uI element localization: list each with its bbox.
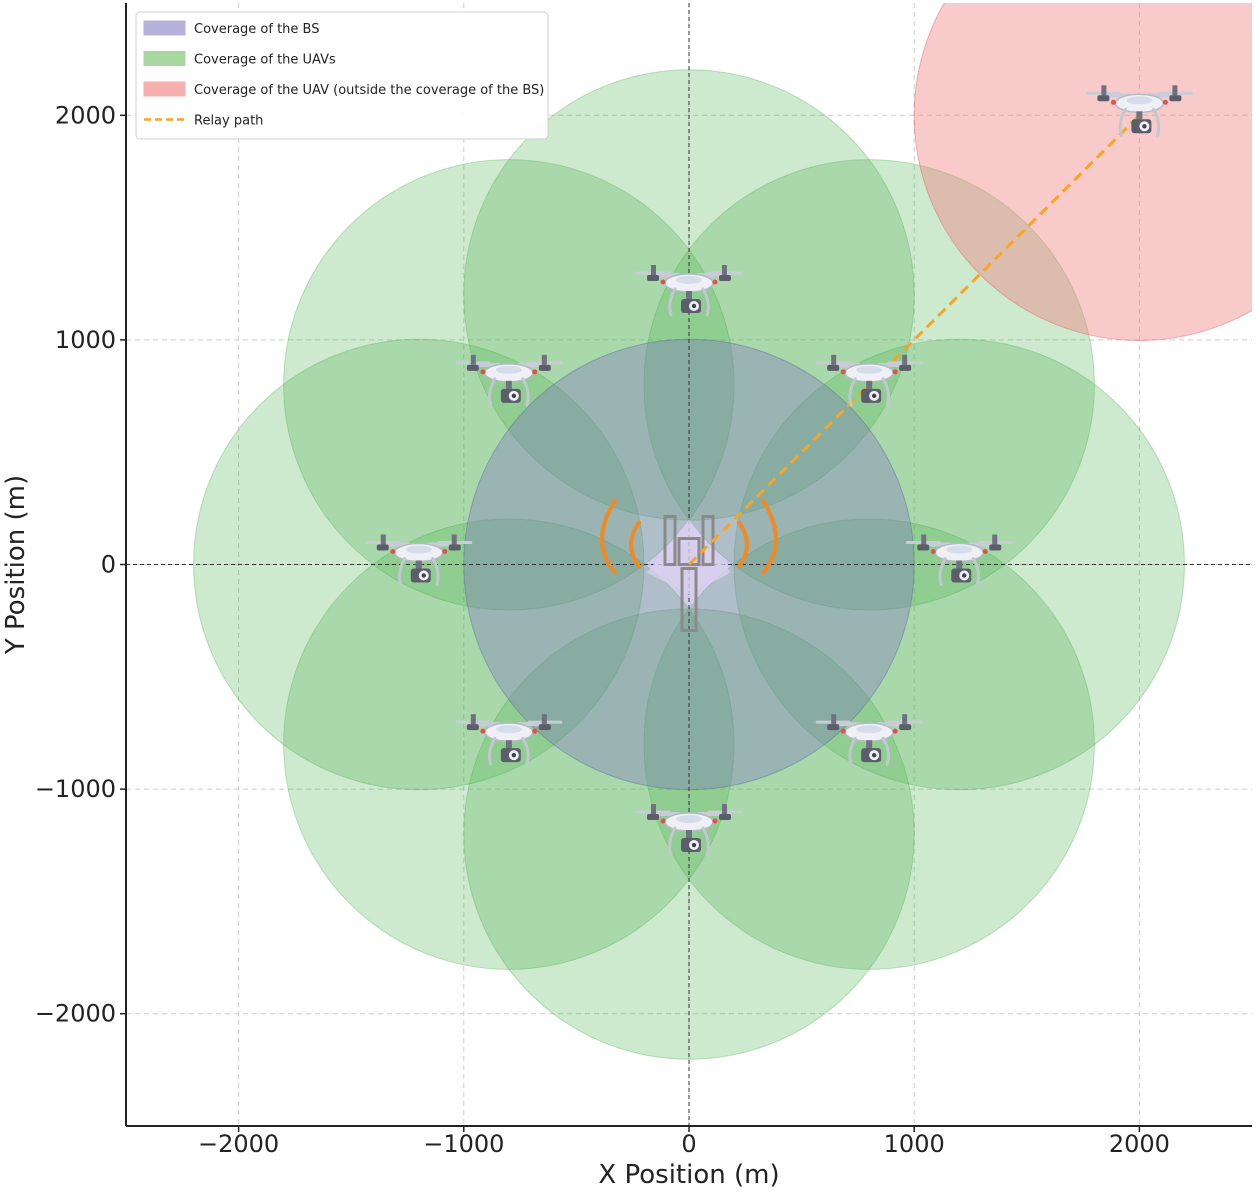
signal-waves-icon <box>600 498 778 575</box>
legend-swatch-0 <box>143 20 186 36</box>
y-tick-label-2: 0 <box>101 551 116 579</box>
bs-highlight <box>647 519 731 595</box>
bs-tower-icon <box>663 515 715 632</box>
tower-antenna-left <box>663 515 677 566</box>
axes: −2000 −1000 0 1000 2000 −2000 −1000 0 1000 2000 X … <box>1 3 1252 1190</box>
legend-box <box>135 11 549 140</box>
wave-right-outer <box>761 498 778 575</box>
x-tick-label-1: −1000 <box>423 1130 504 1158</box>
legend: Coverage of the BS Coverage of the UAVs Co… <box>135 11 549 140</box>
wave-left-inner <box>629 520 641 569</box>
x-tick-label-0: −2000 <box>198 1130 279 1158</box>
legend-label-3: Relay path <box>194 114 263 129</box>
x-axis-title: X Position (m) <box>598 1160 779 1190</box>
wave-left-outer <box>600 498 617 575</box>
y-tick-label-0: −2000 <box>35 1000 116 1028</box>
y-tick-label-4: 2000 <box>55 101 116 129</box>
legend-label-1: Coverage of the UAVs <box>194 53 336 68</box>
legend-label-0: Coverage of the BS <box>194 22 320 37</box>
x-tick-label-3: 1000 <box>884 1130 945 1158</box>
y-tick-label-3: 1000 <box>55 326 116 354</box>
y-axis-title: Y Position (m) <box>1 475 31 655</box>
legend-label-2: Coverage of the UAV (outside the coverag… <box>194 83 544 98</box>
legend-swatch-1 <box>143 51 186 66</box>
y-tick-label-1: −1000 <box>35 775 116 803</box>
wave-right-inner <box>737 520 749 569</box>
base-station <box>600 498 778 632</box>
legend-swatch-2 <box>143 81 186 97</box>
relay-path-line <box>687 114 1141 566</box>
tower-mast <box>680 567 698 632</box>
x-tick-label-2: 0 <box>681 1130 696 1158</box>
x-tick-label-4: 2000 <box>1109 1130 1170 1158</box>
relay-path <box>687 114 1141 566</box>
